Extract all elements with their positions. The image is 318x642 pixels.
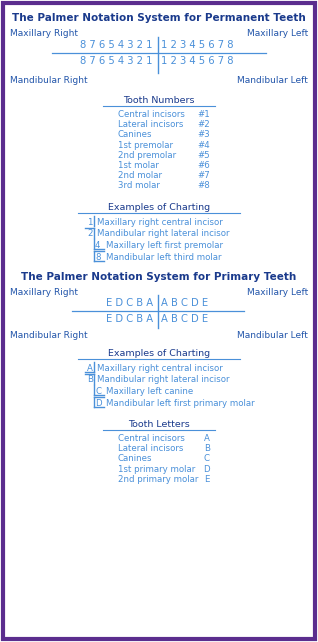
Text: B: B [204,444,210,453]
Text: Tooth Numbers: Tooth Numbers [123,96,195,105]
Text: Mandibular Right: Mandibular Right [10,331,88,340]
Text: Mandibular Left: Mandibular Left [237,76,308,85]
Text: 1: 1 [87,218,93,227]
Text: 3rd molar: 3rd molar [118,182,160,191]
Text: Maxillary Right: Maxillary Right [10,288,78,297]
Text: E: E [204,475,210,484]
Text: D: D [95,399,102,408]
Text: 1 2 3 4 5 6 7 8: 1 2 3 4 5 6 7 8 [161,56,233,66]
Text: #8: #8 [197,182,210,191]
Text: Maxillary left canine: Maxillary left canine [106,387,193,396]
Text: Canines: Canines [118,130,153,139]
Text: 8 7 6 5 4 3 2 1: 8 7 6 5 4 3 2 1 [80,56,153,66]
Text: 8: 8 [95,252,100,261]
Text: 2nd premolar: 2nd premolar [118,151,176,160]
Text: Maxillary Left: Maxillary Left [247,29,308,38]
Text: #6: #6 [197,161,210,170]
Text: A B C D E: A B C D E [161,314,208,324]
Text: Central incisors: Central incisors [118,434,185,443]
Text: Lateral incisors: Lateral incisors [118,444,183,453]
Text: #1: #1 [197,110,210,119]
Text: 2nd molar: 2nd molar [118,171,162,180]
Text: Canines: Canines [118,455,153,464]
Text: Maxillary right central incisor: Maxillary right central incisor [97,218,223,227]
Text: E D C B A: E D C B A [106,298,153,308]
Text: Central incisors: Central incisors [118,110,185,119]
Text: Mandibular right lateral incisor: Mandibular right lateral incisor [97,376,230,385]
Text: Maxillary right central incisor: Maxillary right central incisor [97,364,223,373]
Text: The Palmer Notation System for Permanent Teeth: The Palmer Notation System for Permanent… [12,13,306,23]
Text: Mandibular left third molar: Mandibular left third molar [106,252,222,261]
Text: B: B [87,376,93,385]
Text: 8 7 6 5 4 3 2 1: 8 7 6 5 4 3 2 1 [80,40,153,50]
Text: A: A [87,364,93,373]
Text: Mandibular left first primary molar: Mandibular left first primary molar [106,399,255,408]
Text: C: C [204,455,210,464]
Text: Maxillary Left: Maxillary Left [247,288,308,297]
Text: 2nd primary molar: 2nd primary molar [118,475,198,484]
Text: E D C B A: E D C B A [106,314,153,324]
Text: Mandibular right lateral incisor: Mandibular right lateral incisor [97,229,230,238]
Text: A B C D E: A B C D E [161,298,208,308]
Text: #4: #4 [197,141,210,150]
Text: #2: #2 [197,120,210,129]
Text: D: D [204,465,210,474]
Text: Mandibular Right: Mandibular Right [10,76,88,85]
Text: Examples of Charting: Examples of Charting [108,349,210,358]
Text: 1st primary molar: 1st primary molar [118,465,195,474]
Text: 1st molar: 1st molar [118,161,159,170]
Text: The Palmer Notation System for Primary Teeth: The Palmer Notation System for Primary T… [21,272,297,282]
Text: Maxillary Right: Maxillary Right [10,29,78,38]
Text: Mandibular Left: Mandibular Left [237,331,308,340]
Text: 1 2 3 4 5 6 7 8: 1 2 3 4 5 6 7 8 [161,40,233,50]
Text: Maxillary left first premolar: Maxillary left first premolar [106,241,223,250]
Text: C: C [95,387,101,396]
Text: 4: 4 [95,241,100,250]
Text: 1st premolar: 1st premolar [118,141,173,150]
Text: Tooth Letters: Tooth Letters [128,420,190,429]
Text: 2: 2 [87,229,93,238]
Text: Examples of Charting: Examples of Charting [108,203,210,212]
Text: #3: #3 [197,130,210,139]
Text: A: A [204,434,210,443]
Text: #5: #5 [197,151,210,160]
Text: #7: #7 [197,171,210,180]
Text: Lateral incisors: Lateral incisors [118,120,183,129]
